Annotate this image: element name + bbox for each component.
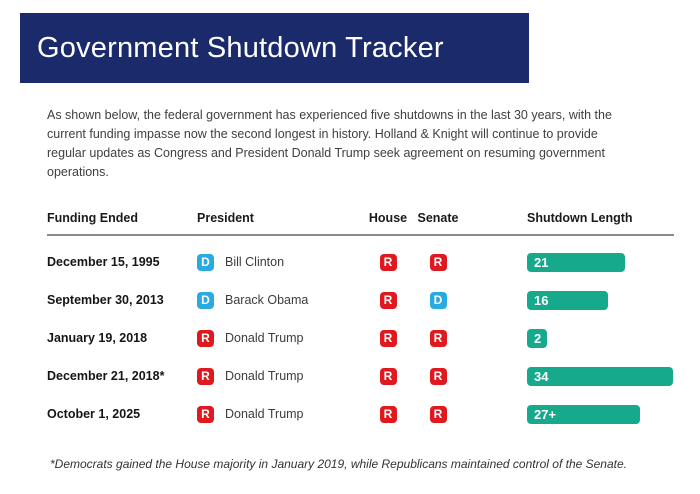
house-majority-cell: R [362, 405, 414, 423]
header-divider-line [47, 234, 674, 236]
house-majority-cell: R [362, 291, 414, 309]
column-header-senate: Senate [417, 210, 459, 225]
president-party-badge: R [197, 329, 214, 347]
column-header-house: House [368, 210, 408, 225]
house-party-badge: R [379, 253, 397, 271]
shutdown-length-bar: 27+ [527, 404, 640, 424]
intro-paragraph: As shown below, the federal government h… [47, 108, 612, 179]
shutdown-length-cell: 2 [527, 328, 674, 348]
column-header-president: President [197, 210, 254, 225]
president-party-badge: D [197, 253, 214, 271]
senate-majority-cell: R [414, 329, 462, 347]
president-cell: D Bill Clinton [197, 253, 362, 271]
house-party-badge: R [379, 291, 397, 309]
shutdown-length-cell: 34 [527, 366, 674, 386]
senate-majority-cell: R [414, 405, 462, 423]
shutdown-table: Funding Ended President House Senate Shu… [47, 210, 674, 433]
president-party-badge: D [197, 291, 214, 309]
shutdown-length-cell: 27+ [527, 404, 674, 424]
senate-majority-cell: D [414, 291, 462, 309]
shutdown-length-bar: 2 [527, 328, 547, 348]
shutdown-length-bar: 16 [527, 290, 608, 310]
president-name: Barack Obama [225, 293, 309, 307]
shutdown-length-cell: 16 [527, 290, 674, 310]
president-name: Donald Trump [225, 369, 304, 383]
funding-ended-date: January 19, 2018 [47, 331, 148, 345]
header-band: Government Shutdown Tracker [20, 13, 529, 83]
shutdown-length-cell: 21 [527, 252, 674, 272]
president-cell: D Barack Obama [197, 291, 362, 309]
senate-party-badge: R [429, 253, 447, 271]
president-cell: R Donald Trump [197, 405, 362, 423]
column-header-shutdown-length: Shutdown Length [527, 210, 633, 225]
shutdown-length-bar: 21 [527, 252, 625, 272]
president-party-badge: R [197, 405, 214, 423]
table-body: December 15, 1995 D Bill Clinton R R 21 … [47, 243, 674, 433]
president-party-badge: R [197, 367, 214, 385]
president-name: Donald Trump [225, 331, 304, 345]
funding-ended-date: December 21, 2018* [47, 369, 165, 383]
house-party-badge: R [379, 405, 397, 423]
house-party-badge: R [379, 329, 397, 347]
table-row: September 30, 2013 D Barack Obama R D 16 [47, 281, 674, 319]
senate-party-badge: D [429, 291, 447, 309]
senate-party-badge: R [429, 405, 447, 423]
table-header-row: Funding Ended President House Senate Shu… [47, 210, 674, 225]
table-row: December 21, 2018* R Donald Trump R R 34 [47, 357, 674, 395]
senate-majority-cell: R [414, 367, 462, 385]
president-cell: R Donald Trump [197, 329, 362, 347]
president-cell: R Donald Trump [197, 367, 362, 385]
table-row: December 15, 1995 D Bill Clinton R R 21 [47, 243, 674, 281]
president-name: Bill Clinton [225, 255, 285, 269]
house-majority-cell: R [362, 253, 414, 271]
house-majority-cell: R [362, 329, 414, 347]
column-header-funding-ended: Funding Ended [47, 210, 138, 225]
senate-party-badge: R [429, 367, 447, 385]
footnote: *Democrats gained the House majority in … [50, 457, 627, 471]
funding-ended-date: December 15, 1995 [47, 255, 160, 269]
senate-party-badge: R [429, 329, 447, 347]
funding-ended-date: September 30, 2013 [47, 293, 164, 307]
shutdown-length-bar: 34 [527, 366, 673, 386]
page-title: Government Shutdown Tracker [37, 31, 444, 64]
house-party-badge: R [379, 367, 397, 385]
table-row: October 1, 2025 R Donald Trump R R 27+ [47, 395, 674, 433]
table-row: January 19, 2018 R Donald Trump R R 2 [47, 319, 674, 357]
house-majority-cell: R [362, 367, 414, 385]
funding-ended-date: October 1, 2025 [47, 407, 141, 421]
president-name: Donald Trump [225, 407, 304, 421]
senate-majority-cell: R [414, 253, 462, 271]
